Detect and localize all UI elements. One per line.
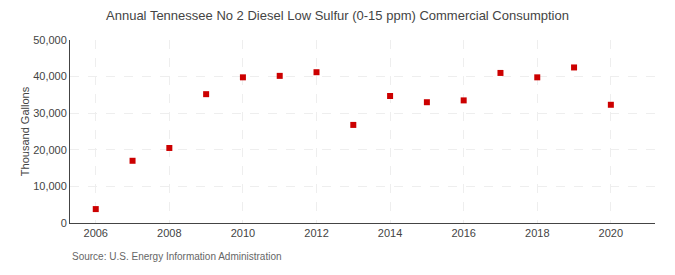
- svg-text:0: 0: [61, 217, 67, 229]
- svg-text:Thousand Gallons: Thousand Gallons: [19, 86, 31, 176]
- svg-text:Source: U.S. Energy Informatio: Source: U.S. Energy Information Administ…: [72, 251, 282, 262]
- svg-text:2014: 2014: [378, 227, 402, 239]
- svg-text:30,000: 30,000: [33, 107, 67, 119]
- svg-text:2018: 2018: [525, 227, 549, 239]
- svg-text:2008: 2008: [157, 227, 181, 239]
- svg-text:Annual Tennessee No 2 Diesel L: Annual Tennessee No 2 Diesel Low Sulfur …: [106, 8, 569, 23]
- svg-text:10,000: 10,000: [33, 180, 67, 192]
- svg-text:2016: 2016: [451, 227, 475, 239]
- svg-text:2020: 2020: [599, 227, 623, 239]
- svg-text:2010: 2010: [231, 227, 255, 239]
- svg-text:2012: 2012: [304, 227, 328, 239]
- svg-text:40,000: 40,000: [33, 70, 67, 82]
- svg-text:2006: 2006: [84, 227, 108, 239]
- svg-text:20,000: 20,000: [33, 144, 67, 156]
- svg-text:50,000: 50,000: [33, 34, 67, 46]
